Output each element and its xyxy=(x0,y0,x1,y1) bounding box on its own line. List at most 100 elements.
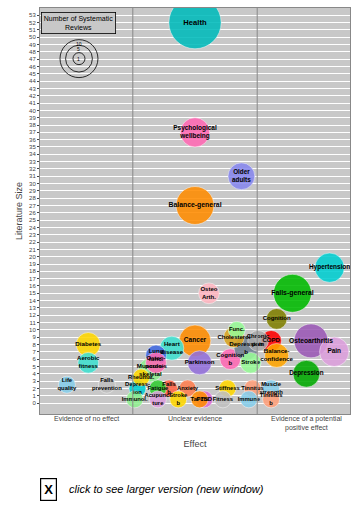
svg-text:OsteoArth.: OsteoArth. xyxy=(200,286,217,300)
svg-text:Immunol.: Immunol. xyxy=(122,396,148,402)
svg-text:43: 43 xyxy=(29,86,36,92)
svg-text:16: 16 xyxy=(29,283,36,289)
svg-text:Cognition: Cognition xyxy=(263,315,291,321)
svg-text:Stiffness: Stiffness xyxy=(215,385,240,391)
svg-text:0: 0 xyxy=(32,400,36,406)
svg-text:1: 1 xyxy=(77,56,80,62)
svg-text:24: 24 xyxy=(29,225,36,231)
svg-text:3: 3 xyxy=(32,378,36,384)
svg-text:10: 10 xyxy=(29,327,36,333)
svg-text:Strokeb: Strokeb xyxy=(169,392,188,406)
svg-text:Health: Health xyxy=(183,18,207,27)
svg-text:Falls-general: Falls-general xyxy=(271,289,314,297)
svg-text:6: 6 xyxy=(32,356,36,362)
svg-text:39: 39 xyxy=(29,115,36,121)
svg-text:7: 7 xyxy=(32,349,36,355)
svg-text:37: 37 xyxy=(29,129,36,135)
svg-text:11: 11 xyxy=(30,320,37,326)
svg-text:8: 8 xyxy=(32,342,36,348)
svg-text:Balance-general: Balance-general xyxy=(168,201,221,209)
svg-text:Osteo-porosis: Osteo-porosis xyxy=(145,355,167,369)
svg-text:45: 45 xyxy=(29,71,36,77)
svg-text:13: 13 xyxy=(29,305,36,311)
svg-text:22: 22 xyxy=(29,239,36,245)
svg-text:Cognitionb: Cognitionb xyxy=(216,352,244,366)
svg-text:Aerobicfitness: Aerobicfitness xyxy=(77,355,100,369)
svg-text:Func.: Func. xyxy=(229,326,245,332)
svg-text:Depressionb: Depressionb xyxy=(229,340,263,355)
svg-text:Fitness: Fitness xyxy=(213,396,233,402)
svg-text:34: 34 xyxy=(29,151,36,157)
svg-text:Parkinson: Parkinson xyxy=(185,358,215,365)
svg-text:Balance-confidence: Balance-confidence xyxy=(260,347,293,362)
svg-text:18: 18 xyxy=(29,268,36,274)
svg-text:17: 17 xyxy=(29,276,36,282)
svg-text:36: 36 xyxy=(29,137,36,143)
svg-text:Olderadults: Olderadults xyxy=(232,168,251,183)
svg-text:Musculo-skeletal: Musculo-skeletal xyxy=(137,362,164,377)
svg-text:52: 52 xyxy=(29,20,36,26)
svg-text:10: 10 xyxy=(76,41,82,47)
svg-text:Depress-ion: Depress-ion xyxy=(125,381,150,395)
svg-text:5: 5 xyxy=(32,364,36,370)
svg-text:41: 41 xyxy=(29,100,36,106)
svg-text:50: 50 xyxy=(29,34,36,40)
svg-text:23: 23 xyxy=(29,232,36,238)
svg-text:4: 4 xyxy=(32,371,36,377)
svg-text:33: 33 xyxy=(29,159,36,165)
svg-text:42: 42 xyxy=(29,93,36,99)
svg-text:48: 48 xyxy=(29,49,36,55)
svg-text:Heartdisease: Heartdisease xyxy=(160,340,183,355)
svg-text:Chronicpain: Chronicpain xyxy=(247,333,270,347)
svg-text:1: 1 xyxy=(32,393,36,399)
svg-text:Pain: Pain xyxy=(327,347,341,354)
svg-text:5: 5 xyxy=(77,46,80,52)
svg-text:2: 2 xyxy=(32,386,36,392)
svg-text:Effect: Effect xyxy=(184,439,207,449)
svg-text:Musclestrength: Musclestrength xyxy=(259,381,283,395)
svg-text:40: 40 xyxy=(29,108,36,114)
svg-text:Stroke: Stroke xyxy=(241,359,260,365)
svg-text:44: 44 xyxy=(29,78,36,84)
svg-text:47: 47 xyxy=(29,56,36,62)
svg-text:30: 30 xyxy=(29,181,36,187)
svg-text:Number of SystematicReviews: Number of SystematicReviews xyxy=(44,15,113,31)
svg-text:Evidence of a potentialpositiv: Evidence of a potentialpositive effect xyxy=(271,415,342,432)
svg-text:51: 51 xyxy=(29,27,36,33)
svg-text:Tai chi: Tai chi xyxy=(191,396,209,402)
svg-text:X: X xyxy=(44,482,53,497)
svg-text:Evidence of no effect: Evidence of no effect xyxy=(54,415,119,422)
svg-text:Acupunc-ture: Acupunc-ture xyxy=(144,392,171,406)
svg-text:PTSD: PTSD xyxy=(197,396,213,402)
svg-text:28: 28 xyxy=(29,195,36,201)
svg-text:Osteoarthritis: Osteoarthritis xyxy=(289,337,333,344)
svg-text:35: 35 xyxy=(29,144,36,150)
svg-text:Literature Size: Literature Size xyxy=(14,182,24,240)
svg-text:Tinnitusb: Tinnitusb xyxy=(260,392,283,406)
svg-text:Anxiety: Anxiety xyxy=(177,385,199,391)
svg-text:29: 29 xyxy=(29,188,36,194)
svg-text:31: 31 xyxy=(29,173,36,179)
svg-text:COPD: COPD xyxy=(262,337,280,343)
svg-text:Diabetes: Diabetes xyxy=(75,340,101,347)
svg-text:32: 32 xyxy=(29,166,36,172)
svg-text:14: 14 xyxy=(29,298,36,304)
svg-text:25: 25 xyxy=(29,217,36,223)
svg-text:Fallsprevention: Fallsprevention xyxy=(92,377,122,391)
svg-text:27: 27 xyxy=(29,203,36,209)
svg-text:Lungfunc.: Lungfunc. xyxy=(149,348,164,362)
svg-text:Fatigue: Fatigue xyxy=(148,385,169,391)
svg-text:Fallsb: Fallsb xyxy=(162,381,175,395)
svg-text:Immune: Immune xyxy=(238,396,261,402)
svg-text:20: 20 xyxy=(29,254,36,260)
svg-text:Psychologicalwellbeing: Psychologicalwellbeing xyxy=(173,124,217,140)
svg-text:9: 9 xyxy=(32,334,36,340)
svg-text:15: 15 xyxy=(29,290,36,296)
svg-text:Hypertension: Hypertension xyxy=(309,263,350,271)
svg-text:19: 19 xyxy=(29,261,36,267)
svg-text:26: 26 xyxy=(29,210,36,216)
svg-text:Lifequality: Lifequality xyxy=(58,377,78,391)
svg-text:53: 53 xyxy=(29,12,36,18)
svg-text:Cholesterol: Cholesterol xyxy=(217,334,250,340)
svg-text:Cancer: Cancer xyxy=(184,336,207,343)
